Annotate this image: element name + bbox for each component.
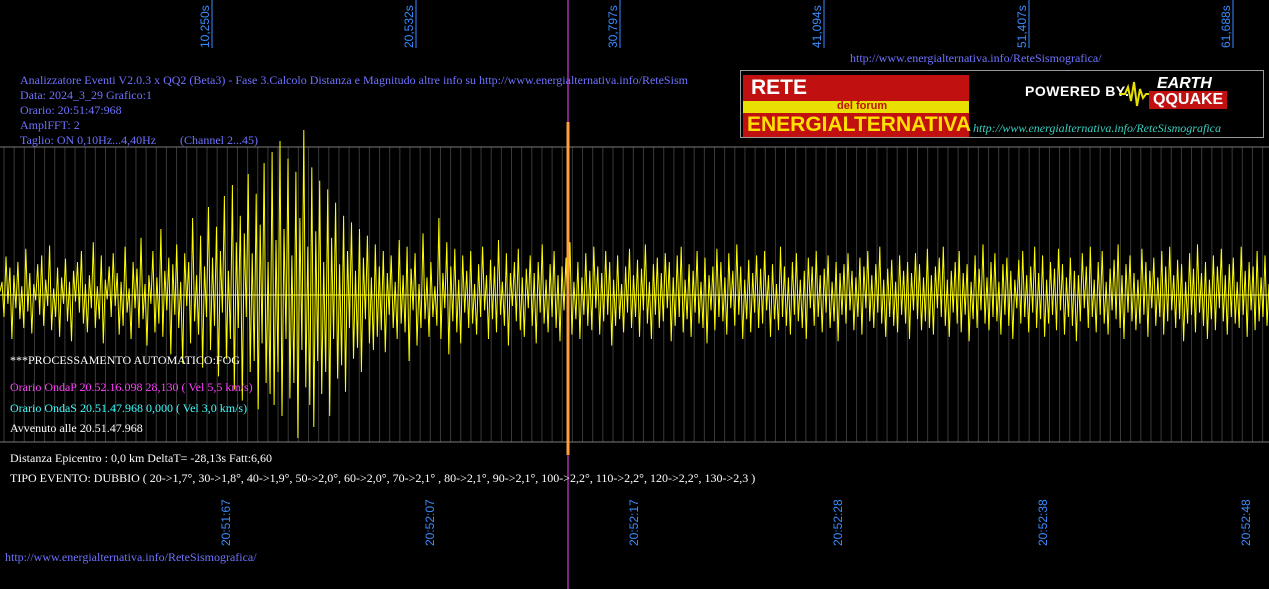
banner-url: http://www.energialternativa.info/ReteSi… (973, 121, 1221, 135)
bottom-tick-label: 20:52:17 (627, 499, 641, 546)
bottom-axis: 20:51:67 20:52:07 20:52:17 20:52:28 20:52:38… (219, 499, 1253, 546)
bottom-url-link[interactable]: http://www.energialternativa.info/ReteSi… (5, 550, 257, 564)
banner-yellow-strip (743, 101, 969, 113)
auto-processing-label: ***PROCESSAMENTO AUTOMATICO:FOG (10, 353, 240, 367)
seismic-trace (0, 129, 1269, 439)
analyzer-title: Analizzatore Eventi V2.0.3 x QQ2 (Beta3)… (20, 73, 688, 87)
top-axis: 10,250s 20,532s 30,797s 41,094s 51,407s 61,68… (198, 0, 1234, 48)
top-tick-label: 30,797s (606, 5, 620, 48)
banner-title: RETE SISMOGRAFICA (743, 75, 969, 125)
powered-by-label: POWERED BY: (1025, 83, 1130, 99)
top-tick-label: 51,407s (1015, 5, 1029, 48)
top-tick-label: 10,250s (198, 5, 212, 48)
earth-logo-text: EARTH (1157, 75, 1212, 92)
distance-label: Distanza Epicentro : 0,0 km DeltaT= -28,… (10, 451, 273, 465)
banner-subtitle: del forum (837, 100, 888, 112)
bottom-tick-label: 20:52:28 (831, 499, 845, 546)
top-tick-label: 41,094s (810, 5, 824, 48)
event-time-label: Avvenuto alle 20.51.47.968 (10, 421, 143, 435)
bottom-tick-label: 20:52:07 (423, 499, 437, 546)
ampl-label: AmplFFT: 2 (20, 118, 80, 132)
channel-label: (Channel 2...45) (180, 133, 258, 147)
seismograph-wave-icon (1119, 81, 1155, 107)
event-type-label: TIPO EVENTO: DUBBIO ( 20->1,7°, 30->1,8°… (10, 471, 756, 485)
time-label: Orario: 20:51:47:968 (20, 103, 122, 117)
top-url-link[interactable]: http://www.energialternativa.info/ReteSi… (850, 51, 1102, 65)
filter-label: Taglio: ON 0,10Hz...4,40Hz (20, 133, 157, 147)
qquake-logo-text: QQUAKE (1149, 91, 1228, 109)
top-tick-label: 61,688s (1219, 5, 1233, 48)
trace-line (0, 129, 1269, 439)
onda-p-label: Orario OndaP 20.52.16.098 28,130 ( Vel 5… (10, 380, 253, 394)
banner-title-forum: ENERGIALTERNATIVA (743, 113, 971, 137)
bottom-tick-label: 20:51:67 (219, 499, 233, 546)
bottom-tick-label: 20:52:48 (1239, 499, 1253, 546)
bottom-tick-label: 20:52:38 (1036, 499, 1050, 546)
rete-sismografica-banner[interactable]: RETE SISMOGRAFICA del forum ENERGIALTERN… (740, 70, 1264, 138)
onda-s-label: Orario OndaS 20.51.47.968 0,000 ( Vel 3,… (10, 401, 248, 415)
date-label: Data: 2024_3_29 Grafico:1 (20, 88, 152, 102)
top-tick-label: 20,532s (402, 5, 416, 48)
